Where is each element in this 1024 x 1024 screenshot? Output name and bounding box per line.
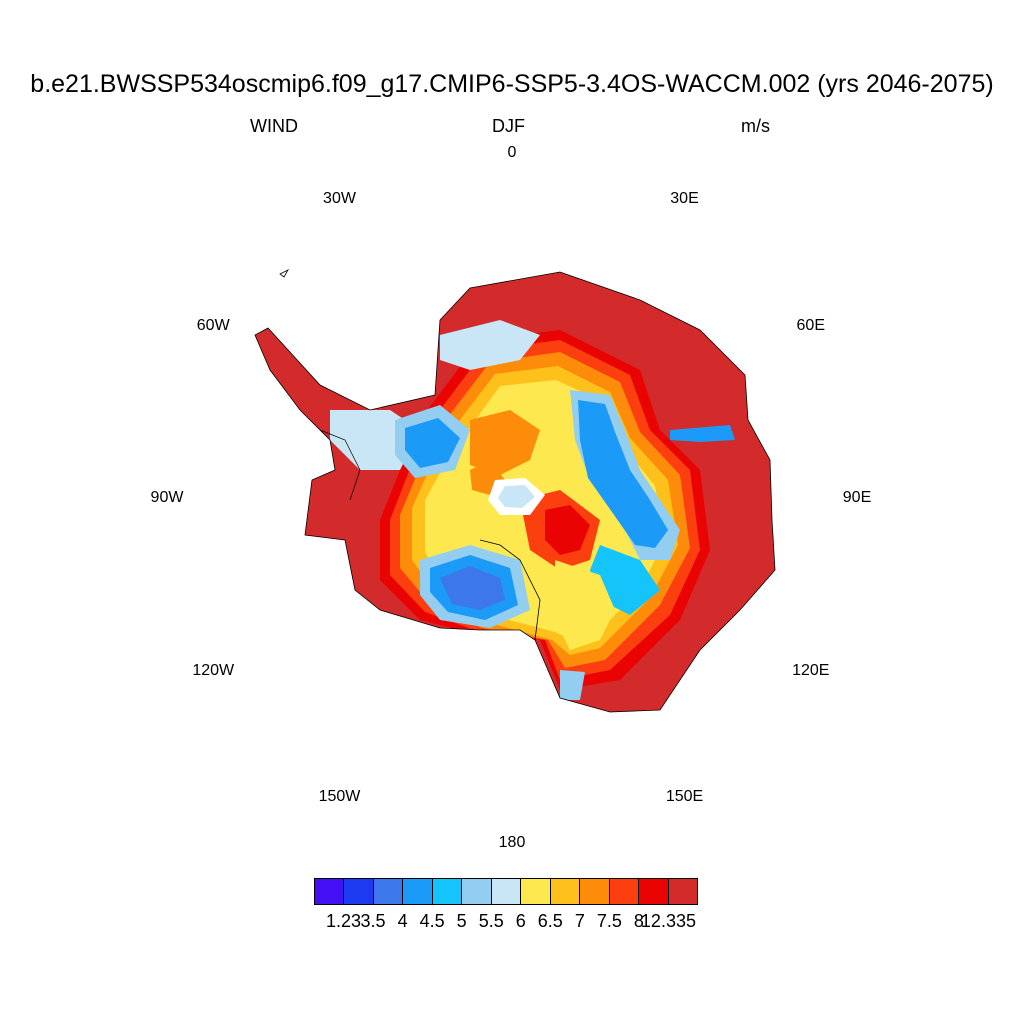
longitude-label: 180 [498, 834, 526, 851]
longitude-label: 90W [150, 489, 184, 506]
longitude-label: 30E [670, 190, 699, 208]
colorbar-box [344, 879, 374, 904]
wind-field [255, 272, 775, 712]
colorbar-box [432, 879, 463, 904]
colorbar-label: 4.5 [419, 911, 445, 931]
longitude-label: 60W [196, 316, 230, 334]
colorbar-label: 3.5 [360, 911, 386, 931]
island-outline [279, 269, 290, 278]
colorbar-label: 12.335 [640, 911, 696, 931]
longitude-label: 120E [792, 661, 830, 679]
colorbar-label: 5 [456, 911, 467, 931]
colorbar-box [639, 879, 669, 904]
page-title: b.e21.BWSSP534oscmip6.f09_g17.CMIP6-SSP5… [30, 70, 994, 98]
colorbar-label: 1.23 [326, 911, 362, 931]
colorbar [314, 878, 698, 905]
longitude-label: 120W [192, 661, 235, 679]
longitude-label: 0 [507, 144, 517, 161]
longitude-label: 30W [323, 190, 356, 208]
colorbar-box [315, 879, 345, 904]
colorbar-box [550, 879, 581, 904]
ice-shelf-line [479, 539, 541, 641]
colorbar-box [668, 879, 698, 904]
colorbar-label: 6 [515, 911, 526, 931]
colorbar-label: 4 [397, 911, 408, 931]
colorbar-label: 7 [574, 911, 585, 931]
longitude-label: 150E [665, 787, 704, 805]
colorbar-label: 8 [633, 911, 644, 931]
colorbar-box [580, 879, 610, 904]
colorbar-box [609, 879, 640, 904]
longitude-label: 90E [842, 489, 872, 506]
variable-label: WIND [250, 116, 298, 136]
units-label: m/s [741, 116, 770, 136]
colorbar-label: 5.5 [478, 911, 504, 931]
colorbar-label: 7.5 [596, 911, 622, 931]
peninsula-coast [319, 429, 361, 501]
season-label: DJF [492, 116, 525, 136]
colorbar-box [462, 879, 492, 904]
colorbar-box [403, 879, 433, 904]
longitude-label: 150W [318, 787, 361, 805]
colorbar-box [521, 879, 551, 904]
colorbar-label: 6.5 [537, 911, 563, 931]
coastline [254, 271, 776, 713]
colorbar-box [373, 879, 404, 904]
colorbar-box [491, 879, 522, 904]
longitude-label: 60E [796, 316, 825, 334]
